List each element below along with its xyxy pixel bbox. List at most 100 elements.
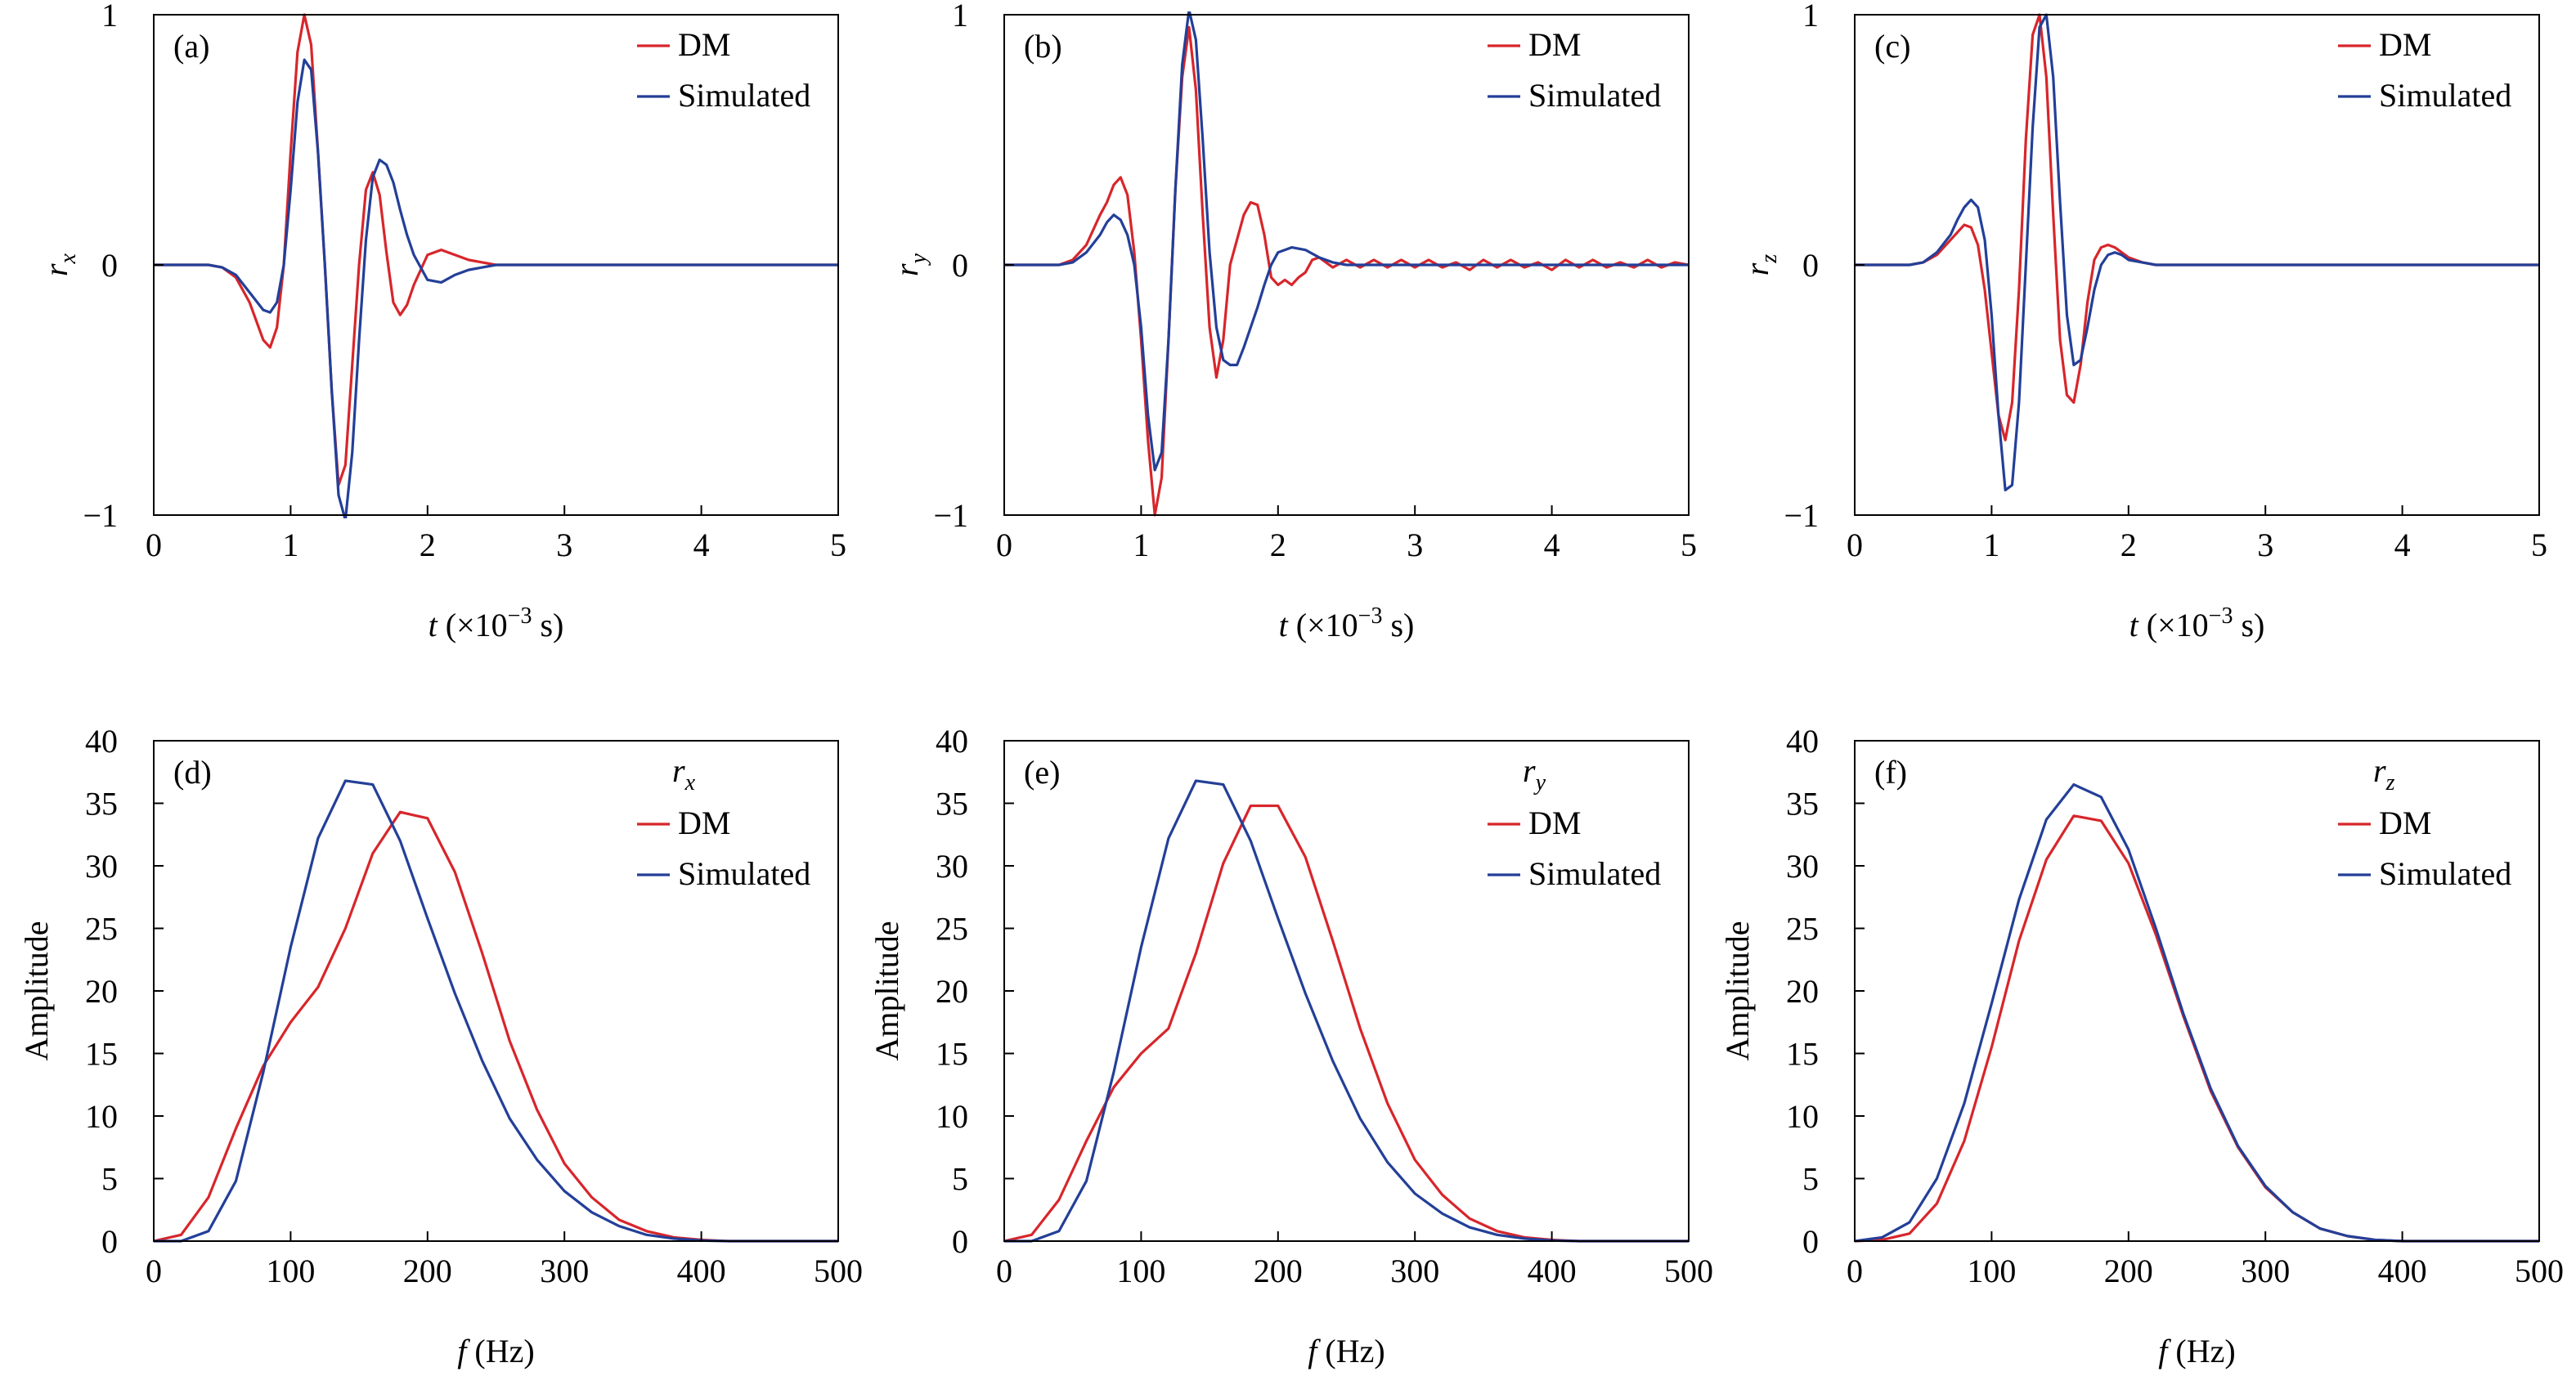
y-tick-label: −1 <box>1784 497 1819 534</box>
legend-label-dm: DM <box>1528 26 1581 63</box>
x-tick-label: 1 <box>1983 527 1999 563</box>
legend-label-simulated: Simulated <box>2379 855 2511 892</box>
x-tick-label: 2 <box>1270 527 1286 563</box>
y-tick-label: 35 <box>85 786 118 823</box>
y-tick-label: 35 <box>1786 786 1819 823</box>
legend: DM Simulated <box>1488 26 1661 114</box>
series-simulated-line <box>1004 779 1689 1243</box>
legend-label-simulated: Simulated <box>1528 77 1661 114</box>
x-tick-label: 200 <box>2104 1253 2153 1289</box>
y-tick-label: 25 <box>1786 911 1819 948</box>
series-simulated-line <box>1004 11 1689 472</box>
y-tick-label: 1 <box>952 0 968 34</box>
plot-frame <box>153 740 839 1242</box>
x-tick-label: 2 <box>2120 527 2137 563</box>
panel-a: 0 1 2 3 4 5 −1 0 1 t (×10−3 s) rx (a) DM Simulated <box>38 0 846 643</box>
y-tick-label: 40 <box>85 723 118 760</box>
x-tick-label: 2 <box>420 527 436 563</box>
x-tick-label: 3 <box>556 527 572 563</box>
legend-label-simulated: Simulated <box>1528 855 1661 892</box>
y-tick-label: 40 <box>1786 723 1819 760</box>
x-tick-label: 500 <box>2515 1253 2564 1289</box>
series-dm-line <box>154 13 838 486</box>
y-tick-label: 1 <box>101 0 118 34</box>
x-tick-label: 4 <box>693 527 710 563</box>
x-tick-label: 0 <box>1847 527 1863 563</box>
legend-label-dm: DM <box>678 26 730 63</box>
x-tick-label: 0 <box>996 1253 1012 1289</box>
y-tick-label: −1 <box>933 497 968 534</box>
panel-f: 0 100 200 300 400 500 0 5 10 15 20 25 30 35 40 f (Hz) Am… <box>1719 723 2564 1369</box>
x-tick-label: 300 <box>1390 1253 1439 1289</box>
panel-label: (a) <box>173 28 209 65</box>
y-tick-label: 0 <box>101 247 118 284</box>
legend-label-simulated: Simulated <box>678 77 810 114</box>
panel-label: (d) <box>173 754 212 791</box>
x-tick-label: 200 <box>403 1253 452 1289</box>
plot-frame <box>1003 740 1690 1242</box>
y-tick-label: 5 <box>952 1161 968 1198</box>
x-tick-label: 4 <box>2394 527 2411 563</box>
legend-label-dm: DM <box>678 805 730 841</box>
x-tick-label: 5 <box>830 527 846 563</box>
y-tick-label: 0 <box>1802 1223 1819 1260</box>
y-axis-label: Amplitude <box>868 921 905 1060</box>
x-tick-label: 0 <box>146 527 162 563</box>
legend-label-dm: DM <box>2379 805 2431 841</box>
legend-label-dm: DM <box>2379 26 2431 63</box>
panel-label: (c) <box>1874 28 1910 65</box>
x-tick-label: 500 <box>814 1253 863 1289</box>
y-axis-label: rx <box>38 253 81 276</box>
x-tick-label: 0 <box>146 1253 162 1289</box>
y-axis-label: Amplitude <box>18 921 55 1060</box>
panel-label: (b) <box>1024 28 1062 65</box>
y-axis-label: ry <box>888 253 931 276</box>
y-tick-label: 40 <box>936 723 968 760</box>
y-tick-label: 0 <box>952 247 968 284</box>
x-tick-label: 3 <box>1407 527 1423 563</box>
legend: rx DM Simulated <box>637 752 810 892</box>
y-axis-label: Amplitude <box>1719 921 1756 1060</box>
y-tick-label: 15 <box>85 1036 118 1073</box>
legend-title: ry <box>1523 752 1546 796</box>
panel-c: 0 1 2 3 4 5 −1 0 1 t (×10−3 s) rz (c) DM Simulated <box>1739 0 2547 643</box>
x-tick-label: 3 <box>2257 527 2273 563</box>
panel-e: 0 100 200 300 400 500 0 5 10 15 20 25 30 35 40 f (Hz) Am… <box>868 723 1713 1369</box>
legend-label-simulated: Simulated <box>2379 77 2511 114</box>
x-axis-label: f (Hz) <box>457 1333 534 1369</box>
y-tick-label: 1 <box>1802 0 1819 34</box>
legend: DM Simulated <box>2338 26 2511 114</box>
y-tick-label: 35 <box>936 786 968 823</box>
y-tick-label: 20 <box>1786 973 1819 1010</box>
y-tick-label: 20 <box>936 973 968 1010</box>
y-tick-label: 5 <box>1802 1161 1819 1198</box>
y-tick-label: 30 <box>85 848 118 885</box>
x-tick-label: 100 <box>1116 1253 1165 1289</box>
y-tick-label: 10 <box>936 1098 968 1135</box>
x-tick-label: 100 <box>1967 1253 2016 1289</box>
panel-b: 0 1 2 3 4 5 −1 0 1 t (×10−3 s) ry (b) DM Simulated <box>888 0 1697 643</box>
panel-label: (f) <box>1874 754 1907 791</box>
y-tick-label: 25 <box>85 911 118 948</box>
panel-label: (e) <box>1024 754 1060 791</box>
y-tick-label: 0 <box>952 1223 968 1260</box>
x-tick-label: 0 <box>996 527 1012 563</box>
y-tick-label: 0 <box>1802 247 1819 284</box>
y-tick-label: 30 <box>1786 848 1819 885</box>
x-tick-label: 5 <box>1681 527 1697 563</box>
legend: rz DM Simulated <box>2338 752 2511 892</box>
x-tick-label: 200 <box>1254 1253 1303 1289</box>
x-tick-label: 400 <box>2378 1253 2427 1289</box>
y-tick-label: 0 <box>101 1223 118 1260</box>
x-tick-label: 400 <box>1528 1253 1577 1289</box>
x-tick-label: 300 <box>540 1253 589 1289</box>
series-simulated-line <box>154 779 838 1243</box>
x-axis-label: t (×10−3 s) <box>429 603 564 643</box>
y-tick-label: 25 <box>936 911 968 948</box>
y-axis-label: rz <box>1739 254 1782 276</box>
series-simulated-line <box>1855 782 2539 1243</box>
x-axis-label: t (×10−3 s) <box>1279 603 1415 643</box>
y-tick-label: 10 <box>85 1098 118 1135</box>
series-simulated-line <box>1855 13 2539 491</box>
